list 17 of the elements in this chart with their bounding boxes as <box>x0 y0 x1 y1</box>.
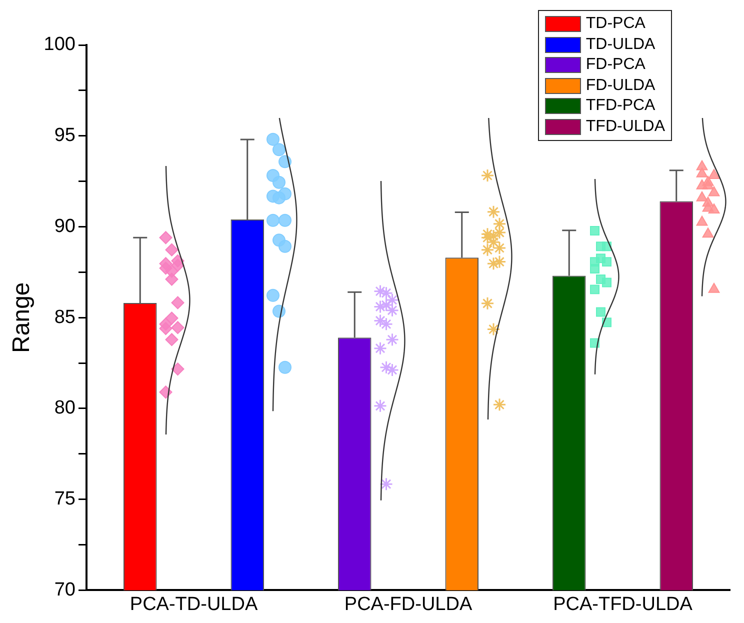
legend-label: FD-ULDA <box>586 76 656 95</box>
y-tick-label: 85 <box>54 306 76 328</box>
y-tick-label: 75 <box>54 488 76 510</box>
y-tick-label: 70 <box>54 579 76 600</box>
legend-label: TFD-ULDA <box>586 118 665 136</box>
x-tick-label: PCA-TFD-ULDA <box>553 594 693 615</box>
y-axis-title: Range <box>8 282 36 353</box>
y-tick-label: 90 <box>54 216 76 237</box>
y-tick-label: 80 <box>54 398 76 419</box>
y-tick-label: 95 <box>54 125 76 146</box>
legend-label: TD-ULDA <box>586 36 656 54</box>
legend-label: FD-PCA <box>586 56 646 74</box>
legend-label: TD-PCA <box>586 15 646 34</box>
legend-label: TFD-PCA <box>586 97 656 116</box>
x-tick-label: PCA-FD-ULDA <box>344 594 472 615</box>
y-tick-label: 100 <box>44 34 76 56</box>
x-tick-label: PCA-TD-ULDA <box>130 594 258 615</box>
